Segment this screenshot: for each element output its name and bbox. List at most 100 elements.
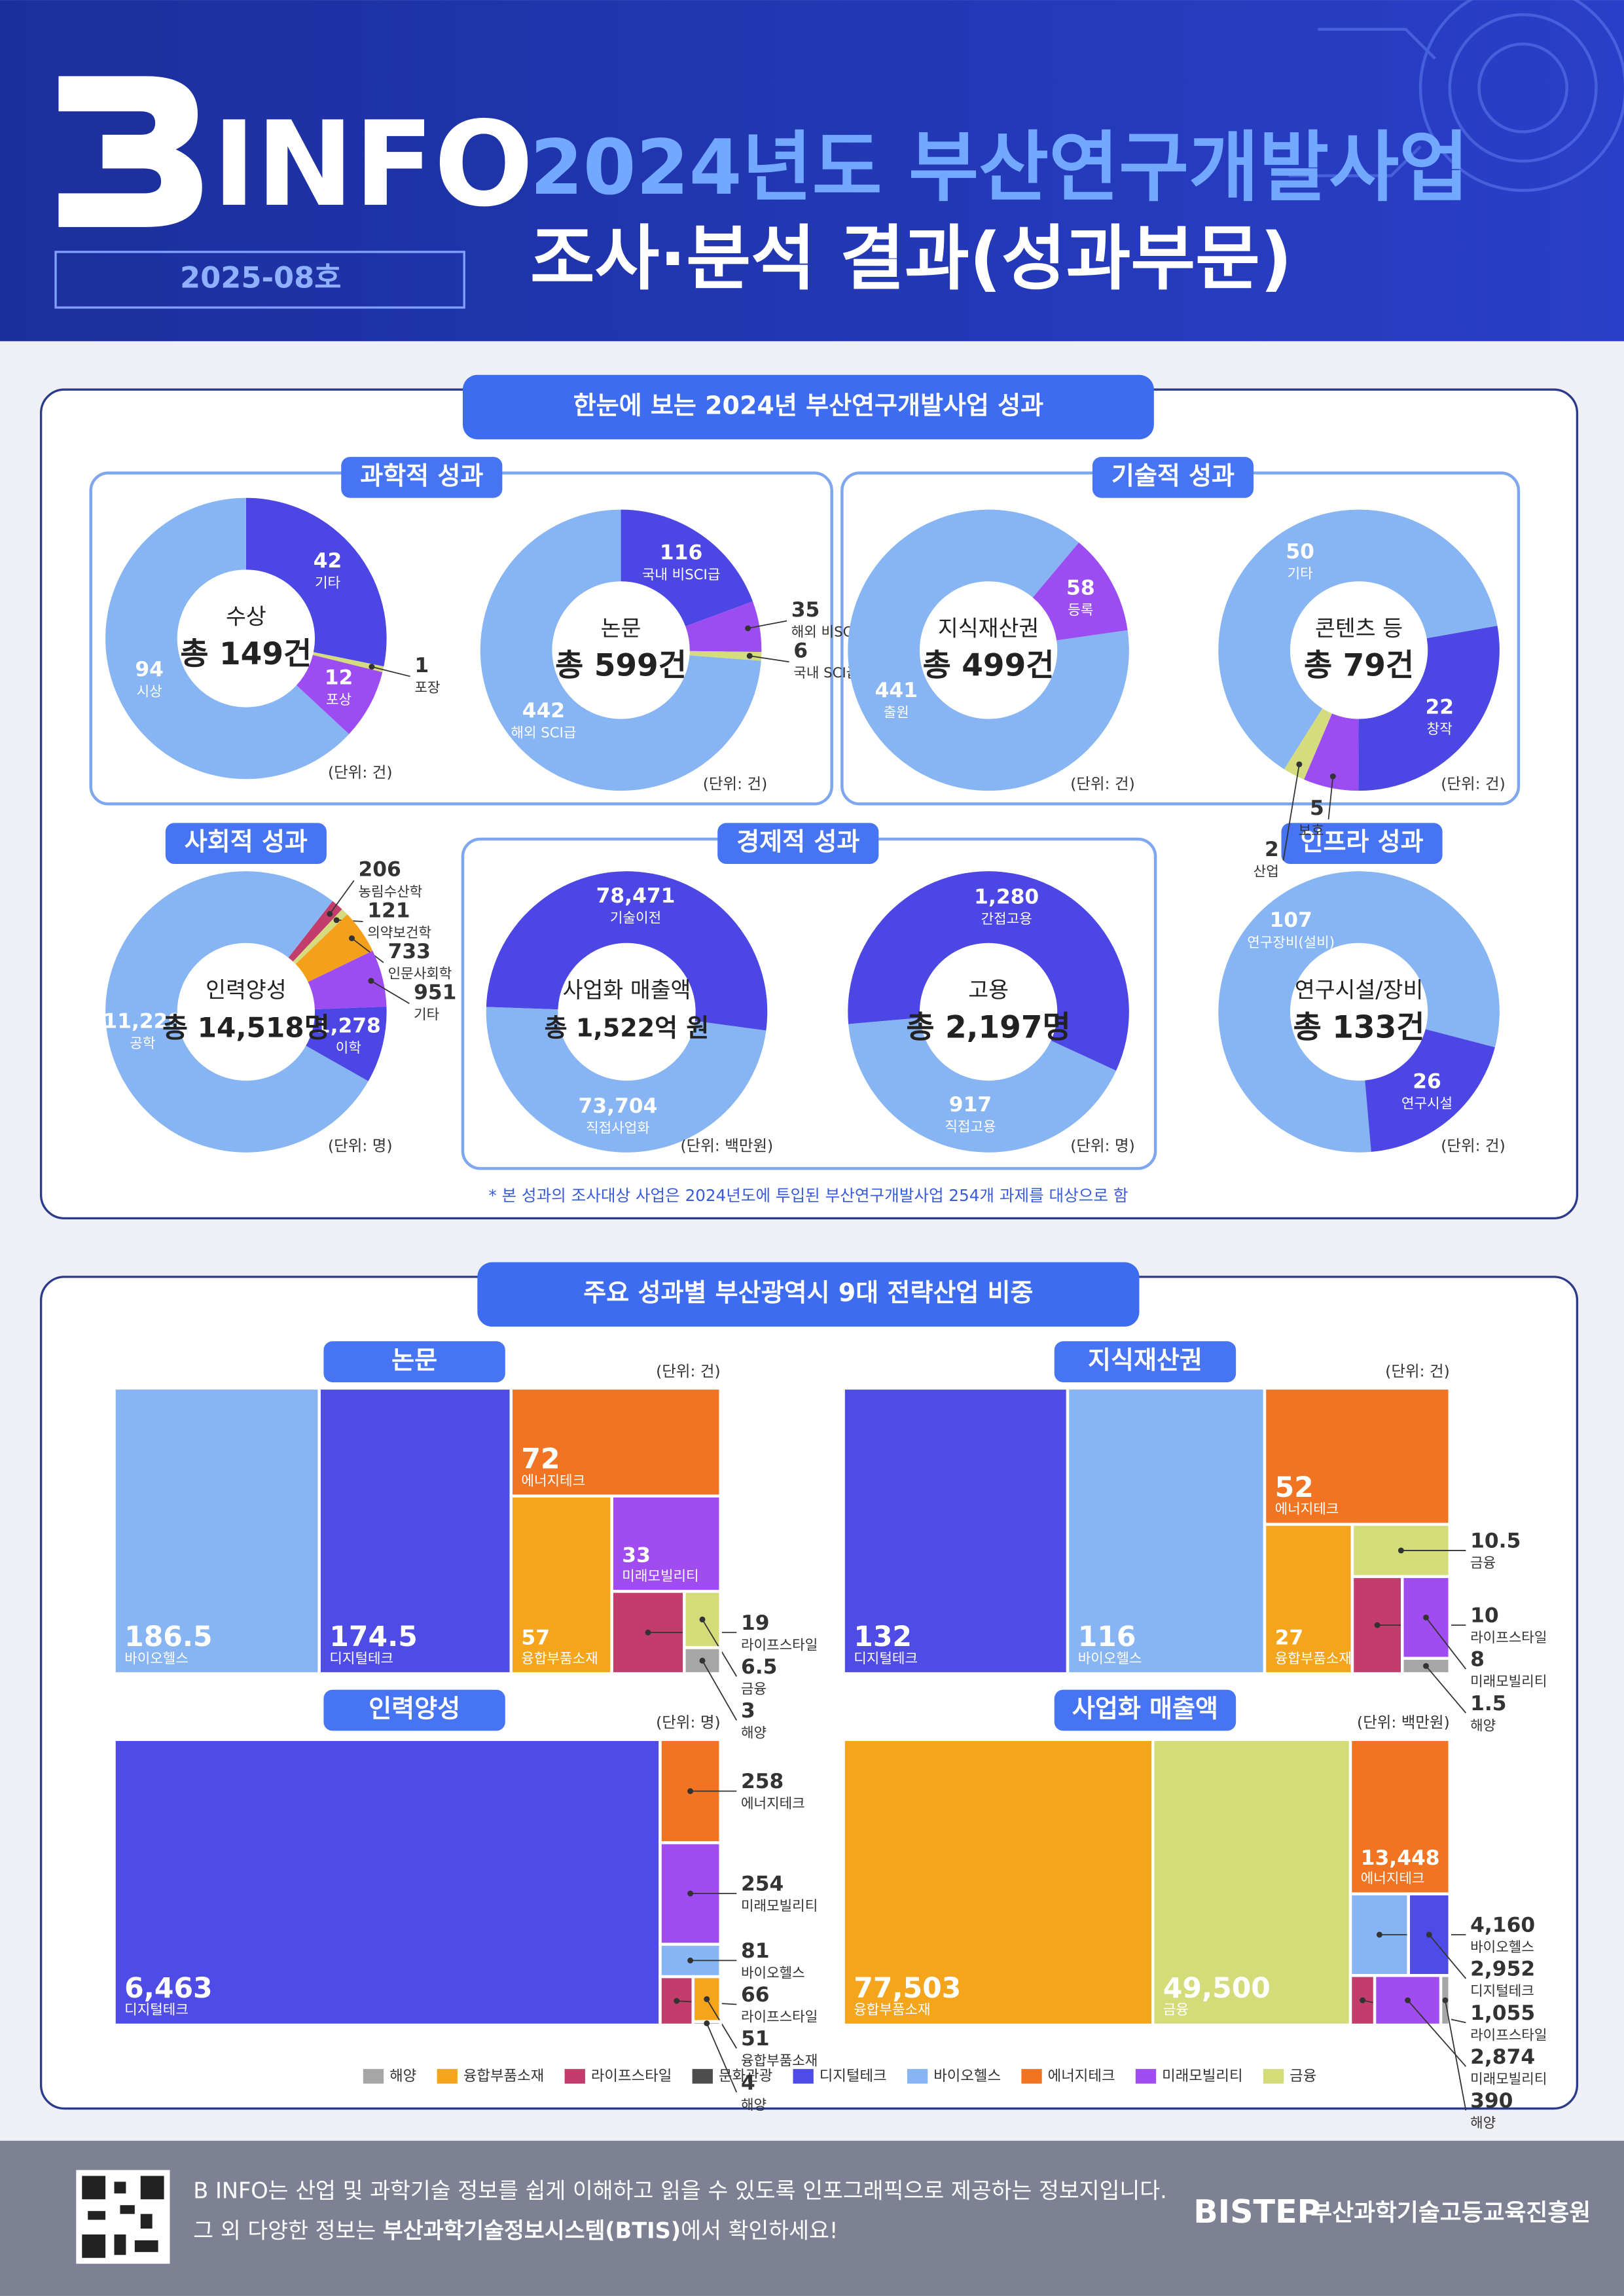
category-label: 바이오헬스 [124,1651,189,1667]
chart-tab [323,1341,505,1382]
category-label: 포장 [414,679,440,696]
donut-slice [486,1007,767,1153]
category-label: 융합부품소재 [1275,1651,1352,1667]
value-label: 13,448 [1361,1846,1440,1870]
donut-total: 총 499건 [923,648,1055,684]
legend-swatch [692,2069,713,2084]
category-label: 인문사회학 [388,966,452,982]
legend-label: 금융 [1290,2068,1316,2085]
donut-title: 수상 [226,604,266,630]
category-label: 공학 [130,1035,155,1052]
treemap-cell [842,1386,1070,1676]
category-label: 라이프스타일 [1470,1630,1547,1646]
donut-slice [245,497,387,667]
category-label: 기술이전 [610,910,661,926]
chart-tab [1054,1341,1236,1382]
leader-dot [674,1998,680,2004]
value-label: 917 [949,1093,992,1117]
category-label: 간접고용 [981,911,1032,927]
value-label: 1,280 [974,886,1039,909]
value-label: 50 [1286,540,1314,564]
group-tab [341,457,503,498]
leader-dot [645,1629,651,1636]
unit-label: (단위: 건) [1441,1136,1506,1155]
footer-band [0,2140,1624,2296]
category-label: 이학 [336,1040,361,1056]
donut-slice [306,1006,387,1081]
decoration [1288,0,1624,192]
donut-slice [105,871,369,1153]
chart-title: 논문 [391,1346,437,1374]
category-label: 바이오헬스 [1078,1651,1142,1667]
value-label: 206 [358,858,401,882]
value-label: 33 [622,1544,651,1568]
donut-title: 논문 [601,616,641,641]
section-title: 주요 성과별 부산광역시 9대 전략산업 비중 [583,1278,1033,1307]
leader-dot [1329,773,1336,780]
unit-label: (단위: 건) [1070,775,1135,793]
donut-slice [1218,871,1500,1153]
value-label: 78,471 [596,884,676,908]
leader-dot [368,978,374,984]
value-label: 6,463 [124,1973,212,2005]
leader-dot [349,935,355,942]
category-label: 금융 [1163,2002,1189,2018]
category-label: 디지털테크 [1470,1983,1534,2000]
value-label: 72 [521,1444,560,1476]
value-label: 4,160 [1470,1914,1535,1937]
category-label: 해양 [741,2097,767,2113]
unit-label: (단위: 건) [656,1362,721,1380]
donut-title: 연구시설/장비 [1295,977,1423,1003]
chart-tab [1054,1689,1236,1731]
value-label: 6.5 [741,1655,777,1679]
treemap-cell [610,1494,722,1593]
leader-dot [1398,1547,1404,1554]
section-tab [477,1262,1140,1327]
value-label: 81 [741,1939,770,1963]
category-label: 산업 [1254,863,1279,880]
value-label: 1.5 [1470,1692,1506,1715]
value-label: 2,952 [1470,1958,1535,1981]
donut-title: 고용 [968,977,1009,1003]
group-tab [1281,823,1443,864]
title-line1: 2024년도 부산연구개발사업 [530,124,1469,212]
category-label: 라이프스타일 [1470,2027,1547,2043]
category-label: 에너지테크 [521,1473,585,1489]
value-label: 174.5 [329,1621,417,1653]
leader-dot [369,664,375,670]
treemap-cell [1348,1738,1452,1895]
group-title: 기술적 성과 [1111,461,1235,490]
leader-dot [746,653,753,659]
value-label: 441 [875,679,918,702]
value-label: 51 [741,2027,770,2051]
value-label: 1 [414,654,429,677]
value-label: 57 [521,1626,550,1649]
legend-swatch [907,2069,928,2084]
leader-line [1425,1617,1467,1670]
value-label: 254 [741,1873,784,1896]
leader-line [748,620,787,629]
group-tab [165,823,327,864]
leader-dot [687,1788,694,1795]
leader-dot [333,917,340,924]
donut-slice [1032,542,1128,641]
donut-title: 콘텐츠 등 [1315,616,1403,641]
unit-label: (단위: 백만원) [680,1136,773,1155]
unit-label: (단위: 건) [703,775,768,793]
category-label: 미래모빌리티 [622,1568,698,1585]
value-label: 2,874 [1470,2045,1535,2069]
donut-slice [848,509,1129,791]
group-title: 사회적 성과 [185,827,308,856]
donut-slice [295,914,373,982]
donut-slice [293,909,348,965]
category-label: 보호 [1299,823,1324,839]
unit-label: (단위: 건) [1441,775,1506,793]
leader-line [1428,1934,1467,1979]
donut-slice [1358,626,1500,791]
category-label: 해양 [1470,1717,1496,1734]
category-label: 직접고용 [945,1119,996,1136]
leader-dot [1374,1622,1380,1628]
footer-text-link: 부산과학기술정보시스템(BTIS) [383,2217,681,2243]
value-label: 132 [854,1621,912,1653]
leader-line [1327,776,1334,820]
